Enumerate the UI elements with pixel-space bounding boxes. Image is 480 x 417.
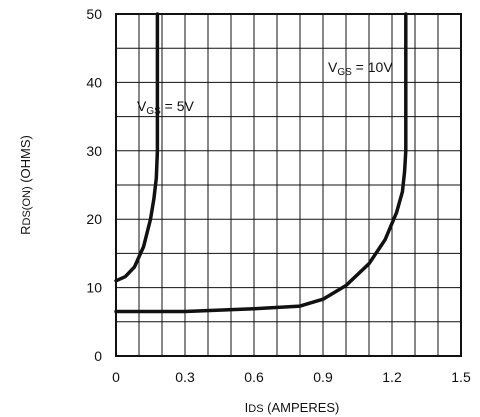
x-tick-label: 0.9 — [313, 369, 333, 385]
y-tick-labels: 0 10 20 30 40 50 — [86, 6, 102, 364]
y-axis-title: RDS(ON) (OHMS) — [18, 135, 33, 235]
y-tick-label: 50 — [86, 6, 102, 22]
y-tick-label: 30 — [86, 143, 102, 159]
y-tick-label: 10 — [86, 280, 102, 296]
curves — [114, 12, 408, 314]
series-line-vgs-10v — [114, 12, 408, 314]
grid — [116, 14, 461, 356]
x-tick-label: 1.2 — [382, 369, 402, 385]
y-tick-label: 20 — [86, 211, 102, 227]
y-tick-label: 0 — [94, 348, 102, 364]
y-tick-label: 40 — [86, 74, 102, 90]
plot-frame — [115, 13, 462, 357]
x-tick-label: 0.6 — [244, 369, 264, 385]
series-label-vgs-5v: VGS = 5V — [137, 98, 195, 117]
series-line-vgs-5v — [114, 12, 160, 283]
x-tick-labels: 0 0.3 0.6 0.9 1.2 1.5 — [112, 369, 471, 385]
x-tick-label: 0.3 — [175, 369, 195, 385]
x-tick-label: 0 — [112, 369, 120, 385]
x-tick-label: 1.5 — [451, 369, 471, 385]
x-axis-title: IDS (AMPERES) — [245, 400, 340, 415]
series-label-vgs-10v: VGS = 10V — [328, 59, 393, 78]
